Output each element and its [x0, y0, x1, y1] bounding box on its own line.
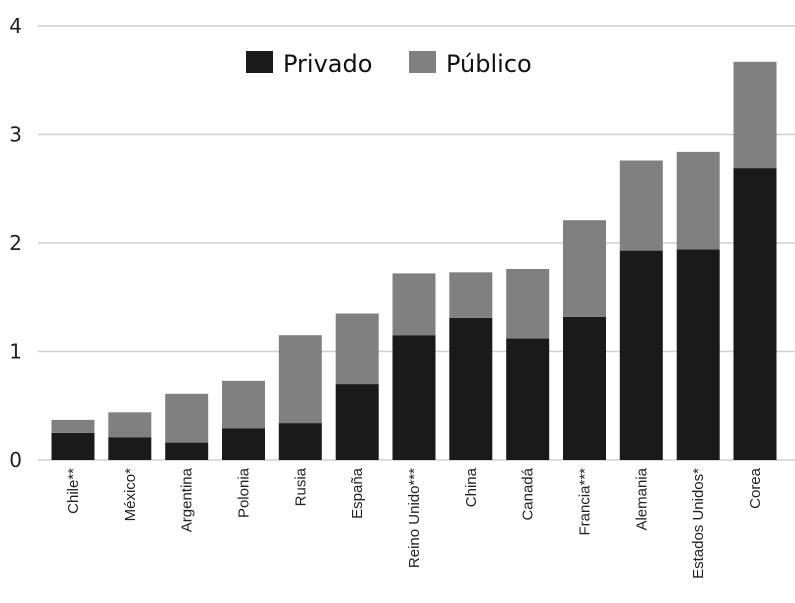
bar-segment-publico: [392, 273, 436, 336]
bar-segment-publico: [449, 272, 493, 318]
bar-segment-privado: [449, 317, 493, 460]
category-label: Polonia: [236, 467, 253, 518]
bar-segment-privado: [506, 338, 550, 460]
y-tick-label: 2: [9, 231, 22, 255]
bar-segment-publico: [676, 151, 720, 250]
category-label: Canadá: [520, 467, 537, 520]
bar-segment-publico: [278, 335, 322, 424]
category-label: México*: [122, 468, 139, 522]
y-tick-label: 1: [9, 340, 22, 364]
category-label: Rusia: [292, 467, 309, 506]
category-label: España: [349, 467, 366, 519]
bar-segment-privado: [108, 437, 152, 460]
bar-segment-privado: [392, 335, 436, 460]
category-label: Reino Unido***: [406, 468, 423, 568]
bar-segment-privado: [278, 423, 322, 460]
legend-swatch: [409, 51, 436, 73]
bar-segment-privado: [563, 316, 606, 460]
legend-label: Privado: [283, 50, 372, 78]
bar-segment-publico: [563, 220, 606, 317]
category-label: Francia***: [577, 468, 594, 536]
x-axis-labels: Chile** México* Argentina Polonia Rusia Españ…: [65, 467, 764, 579]
bar-segment-publico: [619, 160, 663, 251]
legend: Privado Público: [246, 50, 532, 78]
category-label: Argentina: [179, 467, 196, 532]
legend-swatch: [246, 51, 273, 73]
category-label: Alemania: [633, 467, 650, 530]
bar-segment-publico: [51, 419, 95, 433]
bar-segment-publico: [108, 412, 152, 438]
y-axis: 0 1 2 3 4: [9, 14, 22, 472]
bar-segment-publico: [335, 313, 379, 384]
y-tick-label: 4: [9, 14, 22, 38]
y-tick-label: 3: [9, 123, 22, 147]
gridlines: [38, 25, 795, 461]
bar-segment-privado: [733, 168, 777, 460]
bar-segment-privado: [222, 428, 265, 460]
category-label: Corea: [747, 467, 764, 509]
bar-segment-publico: [733, 61, 777, 169]
category-label: Chile**: [65, 468, 82, 514]
category-label: Estados Unidos*: [690, 468, 707, 579]
bar-segment-privado: [165, 442, 209, 460]
bars: [51, 61, 777, 460]
bar-segment-privado: [619, 250, 663, 460]
bar-segment-publico: [222, 380, 265, 429]
legend-label: Público: [446, 50, 532, 78]
category-label: China: [463, 467, 480, 507]
y-tick-label: 0: [9, 448, 22, 472]
bar-segment-publico: [165, 393, 209, 443]
bar-segment-privado: [335, 384, 379, 460]
bar-segment-publico: [506, 269, 550, 339]
bar-segment-privado: [51, 432, 95, 460]
bar-segment-privado: [676, 249, 720, 460]
